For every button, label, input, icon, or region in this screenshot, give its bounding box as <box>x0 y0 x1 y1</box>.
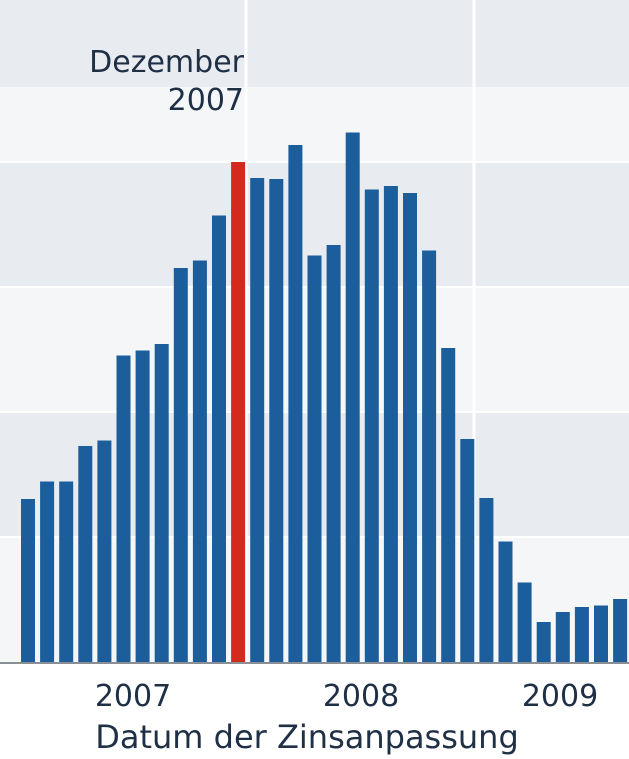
bar <box>383 186 398 662</box>
bar <box>40 481 55 662</box>
bar <box>498 541 513 662</box>
bar <box>192 260 207 662</box>
bar <box>403 193 417 662</box>
bar <box>212 215 226 662</box>
bar <box>173 268 188 662</box>
bar <box>97 440 112 662</box>
annotation-line-1: Dezember <box>89 45 244 80</box>
bar <box>59 481 74 662</box>
bar <box>517 582 532 662</box>
bar <box>288 145 303 662</box>
x-tick-labels: 2007 2008 2009 <box>95 679 598 714</box>
bar <box>613 599 628 662</box>
bar <box>154 344 169 662</box>
x-tick-2007: 2007 <box>95 679 171 714</box>
bar <box>326 245 341 662</box>
bar <box>479 498 494 662</box>
bar <box>422 250 437 662</box>
bar <box>250 178 265 662</box>
bar <box>441 348 456 662</box>
x-tick-2009: 2009 <box>522 679 598 714</box>
bars <box>21 132 628 662</box>
bar <box>364 189 379 662</box>
bar <box>269 179 284 662</box>
background-band <box>0 87 629 162</box>
bar <box>21 499 35 662</box>
bar <box>536 622 551 662</box>
bar-highlight <box>231 162 246 662</box>
bar <box>116 355 131 662</box>
annotation-line-2: 2007 <box>168 83 244 118</box>
bar <box>345 132 360 662</box>
x-axis-label: Datum der Zinsanpassung <box>95 718 519 755</box>
bar <box>78 446 93 662</box>
annotation-dezember-2007: Dezember 2007 <box>89 45 244 118</box>
bar <box>307 255 322 662</box>
bar <box>555 612 570 662</box>
x-tick-2008: 2008 <box>323 679 399 714</box>
bar <box>594 605 608 662</box>
bar <box>574 607 589 662</box>
bar <box>460 439 475 662</box>
background-band <box>0 0 629 87</box>
bar <box>135 350 150 662</box>
